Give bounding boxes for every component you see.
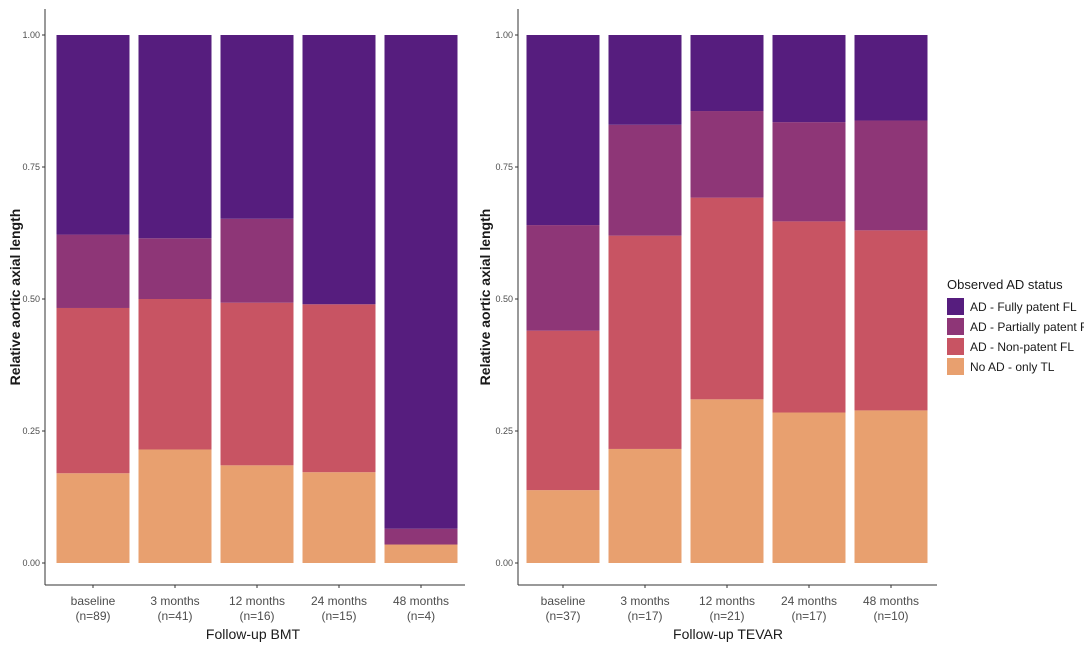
x-tick-count: (n=41) xyxy=(157,609,192,623)
x-tick-count: (n=17) xyxy=(791,609,826,623)
x-tick-label: baseline xyxy=(71,594,116,608)
y-tick-label: 0.00 xyxy=(495,558,513,568)
x-tick-label: 24 months xyxy=(311,594,367,608)
bar-segment xyxy=(138,35,212,239)
bar-segment xyxy=(302,472,376,563)
legend-swatch xyxy=(947,338,964,355)
bar-segment xyxy=(220,302,294,466)
bar-segment xyxy=(772,122,846,222)
x-tick-count: (n=37) xyxy=(545,609,580,623)
panel-tevar: 0.00 0.25 0.50 0.75 1.00 Relative aortic axia… xyxy=(477,9,937,642)
bar-segment xyxy=(854,230,928,411)
legend-label: AD - Fully patent FL xyxy=(970,300,1077,314)
bar-segment xyxy=(690,111,764,198)
y-tick-label: 0.50 xyxy=(22,294,40,304)
bar-segment xyxy=(220,35,294,219)
x-tick-label: baseline xyxy=(541,594,586,608)
bar-segment xyxy=(772,35,846,123)
legend-title: Observed AD status xyxy=(947,277,1063,292)
bar-segment xyxy=(138,299,212,450)
bar-segment xyxy=(690,399,764,563)
bar-segment xyxy=(608,35,682,125)
x-tick-label: 48 months xyxy=(863,594,919,608)
bar-segment xyxy=(220,465,294,563)
bar-segment xyxy=(526,330,600,491)
bar-segment xyxy=(138,238,212,299)
panel-bmt: 0.00 0.25 0.50 0.75 1.00 Relative aortic axia… xyxy=(7,9,465,642)
x-tick-label: 12 months xyxy=(229,594,285,608)
bar-segment xyxy=(608,124,682,236)
x-tick-label: 24 months xyxy=(781,594,837,608)
y-tick-label: 1.00 xyxy=(495,30,513,40)
bar-segment xyxy=(384,544,458,563)
x-tick-count: (n=17) xyxy=(627,609,662,623)
x-tick-count: (n=4) xyxy=(407,609,435,623)
bar-segment xyxy=(854,410,928,563)
y-tick-label: 0.75 xyxy=(495,162,513,172)
x-tick-count: (n=10) xyxy=(873,609,908,623)
bar-segment xyxy=(220,218,294,303)
legend-swatch xyxy=(947,358,964,375)
y-tick-label: 0.50 xyxy=(495,294,513,304)
x-tick-label: 12 months xyxy=(699,594,755,608)
bar-segment xyxy=(526,225,600,331)
x-tick-count: (n=89) xyxy=(75,609,110,623)
y-axis-label: Relative aortic axial length xyxy=(7,209,23,386)
x-tick-label: 3 months xyxy=(620,594,669,608)
bar-segment xyxy=(384,528,458,545)
bar-segment xyxy=(56,234,130,308)
bar-segment xyxy=(526,490,600,563)
bar-segment xyxy=(302,35,376,305)
bar-segment xyxy=(854,120,928,231)
bar-segment xyxy=(56,307,130,474)
x-axis-label: Follow-up TEVAR xyxy=(673,626,783,642)
y-tick-label: 0.00 xyxy=(22,558,40,568)
x-axis-label: Follow-up BMT xyxy=(206,626,301,642)
bar-segment xyxy=(56,473,130,563)
x-tick-label: 3 months xyxy=(150,594,199,608)
legend-label: AD - Non-patent FL xyxy=(970,340,1074,354)
bar-segment xyxy=(384,35,458,529)
y-axis-label: Relative aortic axial length xyxy=(477,209,493,386)
x-tick-count: (n=16) xyxy=(239,609,274,623)
legend-label: AD - Partially patent FL xyxy=(970,320,1084,334)
bar-segment xyxy=(772,221,846,413)
bar-segment xyxy=(690,197,764,400)
x-tick-count: (n=21) xyxy=(709,609,744,623)
bar-segment xyxy=(302,304,376,473)
bar-segment xyxy=(56,35,130,235)
y-tick-label: 0.25 xyxy=(22,426,40,436)
bar-segment xyxy=(526,35,600,226)
bar-segment xyxy=(138,449,212,563)
x-tick-count: (n=15) xyxy=(321,609,356,623)
x-tick-label: 48 months xyxy=(393,594,449,608)
legend-items: AD - Fully patent FL AD - Partially paten… xyxy=(947,298,1084,375)
bar-segment xyxy=(854,35,928,121)
y-tick-label: 0.75 xyxy=(22,162,40,172)
legend-swatch xyxy=(947,298,964,315)
legend: Observed AD status AD - Fully patent FLA… xyxy=(947,277,1084,375)
y-tick-label: 0.25 xyxy=(495,426,513,436)
y-tick-label: 1.00 xyxy=(22,30,40,40)
bar-segment xyxy=(608,448,682,563)
legend-swatch xyxy=(947,318,964,335)
bar-segment xyxy=(690,35,764,112)
legend-label: No AD - only TL xyxy=(970,360,1055,374)
bar-segment xyxy=(772,412,846,563)
bar-segment xyxy=(608,235,682,449)
